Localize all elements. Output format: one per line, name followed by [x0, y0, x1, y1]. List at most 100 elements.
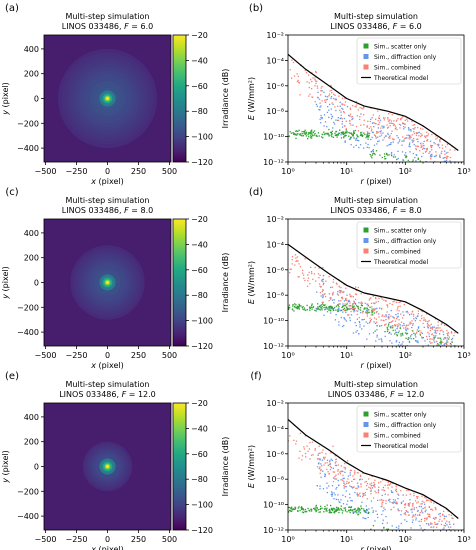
scatter-only-point [447, 546, 448, 547]
diffraction-only-point [384, 508, 386, 511]
combined-point [398, 319, 400, 321]
combined-point [449, 168, 450, 169]
diffraction-only-point [320, 122, 322, 124]
combined-point [343, 480, 345, 483]
combined-point [384, 484, 386, 486]
combined-point [343, 462, 346, 465]
scatter-only-point [321, 133, 323, 136]
combined-point [334, 106, 336, 108]
combined-point [392, 325, 394, 327]
diffraction-only-point [335, 109, 337, 112]
combined-point [319, 94, 322, 96]
diffraction-only-point [374, 520, 376, 522]
combined-point [412, 324, 414, 326]
combined-point [289, 435, 291, 437]
scatter-only-point [385, 153, 388, 155]
combined-point [350, 124, 352, 126]
theoretical-model-line [288, 243, 459, 334]
scatter-only-point [316, 135, 318, 137]
combined-point [359, 106, 361, 109]
diffraction-only-point [446, 363, 447, 364]
diffraction-only-point [410, 129, 412, 131]
scatter-only-point [346, 511, 348, 513]
diffraction-only-point [409, 337, 411, 339]
diffraction-only-point [344, 140, 346, 142]
combined-point [303, 277, 305, 280]
diffraction-only-point [355, 331, 357, 333]
diffraction-only-point [404, 154, 406, 156]
scatter-only-point [427, 164, 428, 165]
diffraction-only-point [391, 491, 393, 493]
diffraction-only-point [422, 538, 423, 539]
scatter-only-point [448, 172, 449, 173]
combined-point [396, 128, 398, 131]
diffraction-only-point [366, 309, 368, 311]
scatter-only-point [337, 133, 340, 135]
colorbar-frame [172, 218, 187, 347]
combined-point [437, 327, 439, 329]
combined-point [436, 327, 438, 329]
scatter-only-point [433, 165, 434, 166]
scatter-only-point [444, 337, 446, 339]
diffraction-only-point [404, 504, 407, 506]
scatter-only-point [294, 506, 296, 508]
scatter-only-point [298, 305, 301, 307]
diffraction-only-point [323, 314, 325, 316]
panel-title: Multi-step simulation [334, 380, 418, 389]
diffraction-only-point [451, 357, 452, 358]
combined-point [400, 313, 402, 315]
diffraction-only-point [445, 152, 448, 154]
combined-point [417, 510, 419, 513]
diffraction-only-point [397, 150, 399, 153]
combined-point [349, 113, 352, 115]
colorbar-tick-label: −60 [191, 450, 208, 459]
diffraction-only-point [417, 132, 419, 134]
diffraction-only-point [401, 140, 403, 142]
diffraction-only-point [402, 341, 404, 343]
combined-point [291, 77, 293, 79]
scatter-only-point [325, 510, 327, 512]
diffraction-only-point [339, 303, 341, 305]
y-tick-label: 10⁻¹⁰ [263, 501, 284, 510]
scatter-only-point [328, 305, 330, 308]
scatter-only-point [357, 507, 359, 509]
combined-point [408, 503, 410, 505]
legend-label: Sim., combined [374, 433, 421, 440]
diffraction-only-point [443, 353, 444, 354]
combined-point [431, 508, 433, 510]
scatter-only-point [384, 534, 385, 535]
diffraction-only-point [388, 332, 390, 334]
scatter-only-point [414, 334, 416, 336]
diffraction-only-point [395, 526, 398, 529]
combined-point [368, 127, 371, 130]
combined-point [424, 319, 426, 321]
legend-box [356, 37, 462, 85]
scatter-only-point [302, 509, 305, 511]
scatter-only-point [354, 129, 357, 132]
scatter-only-point [413, 332, 415, 335]
diffraction-only-point [351, 487, 354, 489]
combined-point [348, 300, 351, 302]
diffraction-only-point [349, 472, 351, 474]
diffraction-only-point [436, 354, 437, 355]
combined-point [356, 492, 358, 494]
scatter-only-point [298, 129, 300, 131]
combined-point [424, 506, 426, 508]
combined-point [396, 502, 398, 504]
scatter-only-point [301, 135, 303, 137]
diffraction-only-point [400, 344, 402, 346]
diffraction-only-point [339, 117, 342, 120]
diffraction-only-point [397, 313, 399, 315]
diffraction-only-point [366, 338, 368, 340]
combined-point [371, 116, 373, 119]
combined-point [315, 80, 317, 82]
combined-point [308, 86, 310, 89]
combined-point [318, 277, 320, 279]
y-tick-label: 10⁻⁶ [266, 82, 284, 91]
diffraction-only-point [445, 541, 446, 542]
scatter-only-point [337, 507, 339, 509]
combined-point [406, 134, 408, 137]
combined-point [439, 327, 441, 329]
combined-point [383, 137, 386, 139]
scatter-only-point [311, 133, 313, 135]
